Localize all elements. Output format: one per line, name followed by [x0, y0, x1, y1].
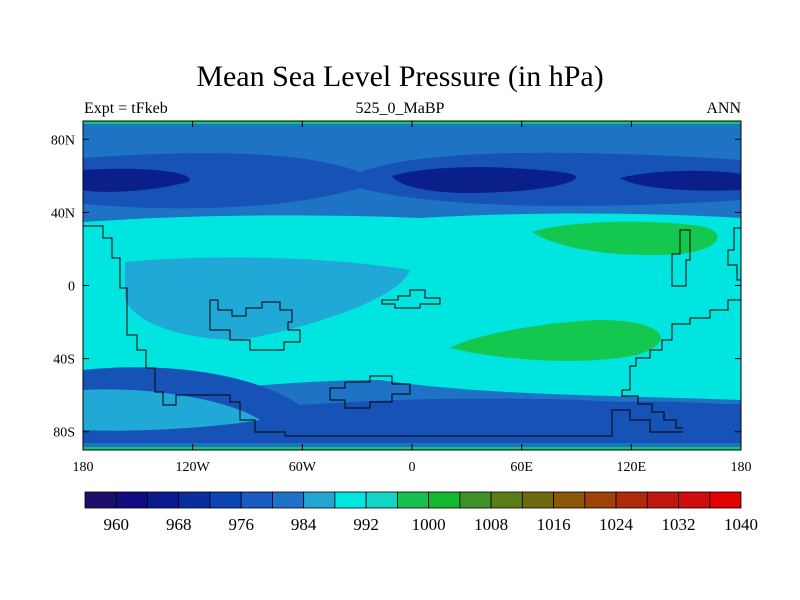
lat-label: 80S	[53, 426, 75, 441]
colorbar-label: 992	[353, 515, 379, 534]
lat-label: 80N	[51, 133, 75, 148]
colorbar-swatch	[615, 491, 648, 509]
colorbar-swatch	[209, 491, 242, 509]
colorbar-label: 1040	[724, 515, 758, 534]
lon-label: 180	[731, 460, 752, 475]
lon-label: 120W	[176, 460, 211, 475]
colorbar-swatch	[521, 491, 554, 509]
colorbar-swatch	[84, 491, 117, 509]
experiment-label: Expt = tFkeb	[84, 100, 168, 117]
colorbar-swatch	[459, 491, 492, 509]
colorbar-swatch	[678, 491, 711, 509]
colorbar-swatch	[272, 491, 305, 509]
chart-title: Mean Sea Level Pressure (in hPa)	[196, 60, 604, 93]
colorbar-swatch	[428, 491, 461, 509]
latitude-axis: 80N 40N 0 40S 80S	[51, 133, 741, 441]
colorbar-label: 968	[166, 515, 192, 534]
colorbar-label: 1000	[412, 515, 446, 534]
colorbar-swatch	[553, 491, 586, 509]
colorbar-label: 976	[228, 515, 254, 534]
colorbar-swatch	[709, 491, 742, 509]
season-label: ANN	[706, 100, 741, 117]
lat-label: 40S	[53, 353, 75, 368]
colorbar-swatch	[115, 491, 148, 509]
lon-label: 120E	[617, 460, 647, 475]
colorbar-label: 1024	[599, 515, 634, 534]
colorbar-swatch	[240, 491, 273, 509]
colorbar-swatch	[396, 491, 430, 509]
colorbar-swatch	[490, 491, 523, 509]
colorbar-label: 1008	[474, 515, 508, 534]
colorbar-swatch	[334, 491, 367, 509]
lat-label: 0	[68, 280, 75, 295]
colorbar-label: 984	[291, 515, 317, 534]
colorbar: 960 968 976 984 992 1000 1008 1016 1024 1032 1040	[84, 491, 758, 534]
colorbar-swatch	[584, 491, 617, 509]
colorbar-swatch	[178, 491, 211, 509]
colorbar-swatch	[303, 491, 336, 509]
colorbar-swatch	[646, 491, 679, 509]
lon-label: 0	[409, 460, 416, 475]
colorbar-label: 1016	[537, 515, 571, 534]
colorbar-swatch	[147, 491, 180, 509]
colorbar-label: 960	[103, 515, 129, 534]
coastlines	[83, 225, 741, 437]
lon-label: 180	[73, 460, 94, 475]
longitude-axis: 180 120W 60W 0 60E 120E 180	[73, 121, 752, 475]
period-label: 525_0_MaBP	[355, 100, 445, 117]
lon-label: 60W	[289, 460, 317, 475]
lat-label: 40N	[51, 206, 75, 221]
colorbar-swatch	[365, 491, 398, 509]
pressure-field	[83, 121, 741, 450]
colorbar-label: 1032	[662, 515, 696, 534]
lon-label: 60E	[510, 460, 533, 475]
